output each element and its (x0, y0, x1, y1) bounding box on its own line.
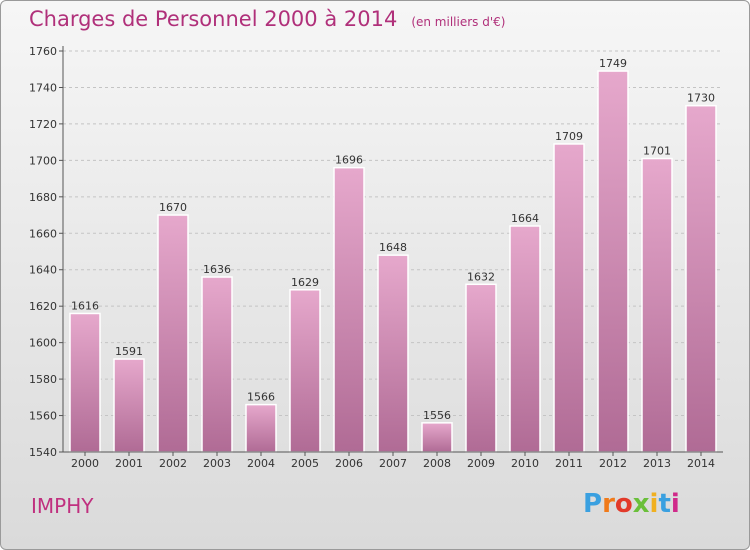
y-tick-label: 1600 (29, 337, 57, 350)
proxiti-logo: Proxiti (583, 489, 680, 519)
x-tick-label: 2008 (423, 457, 451, 470)
bar (113, 358, 145, 453)
y-tick-label: 1640 (29, 264, 57, 277)
x-tick-label: 2013 (643, 457, 671, 470)
bar (421, 422, 453, 453)
logo-letter: P (583, 489, 603, 519)
y-tick-label: 1700 (29, 154, 57, 167)
bar-value-label: 1670 (159, 201, 187, 214)
chart-title-text: Charges de Personnel 2000 à 2014 (29, 7, 398, 31)
x-tick-label: 2012 (599, 457, 627, 470)
chart-title: Charges de Personnel 2000 à 2014 (en mill… (29, 7, 505, 31)
bar-value-label: 1629 (291, 276, 319, 289)
y-tick-label: 1740 (29, 81, 57, 94)
bar (69, 312, 101, 453)
bar (245, 403, 277, 453)
y-tick-label: 1680 (29, 191, 57, 204)
bar-value-label: 1566 (247, 391, 275, 404)
bar (509, 225, 541, 453)
x-tick-label: 2003 (203, 457, 231, 470)
x-tick-label: 2006 (335, 457, 363, 470)
y-tick-label: 1620 (29, 300, 57, 313)
y-tick-label: 1580 (29, 373, 57, 386)
commune-name: IMPHY (31, 494, 94, 518)
bar-value-label: 1696 (335, 154, 363, 167)
bar-value-label: 1709 (555, 130, 583, 143)
x-tick-label: 2009 (467, 457, 495, 470)
x-tick-label: 2005 (291, 457, 319, 470)
bar (641, 157, 673, 453)
bar (553, 143, 585, 453)
bar-value-label: 1616 (71, 299, 99, 312)
logo-letter: i (670, 489, 680, 519)
bar-value-label: 1636 (203, 263, 231, 276)
logo-letter: r (602, 489, 615, 519)
x-tick-label: 2002 (159, 457, 187, 470)
bar-value-label: 1701 (643, 145, 671, 158)
bar (289, 289, 321, 453)
axes: 1540 1560 1580 1600 1620 1640 1660 1680 1700 1720… (29, 45, 723, 470)
x-tick-label: 2011 (555, 457, 583, 470)
y-tick-label: 1560 (29, 410, 57, 423)
bar (597, 70, 629, 453)
bar-value-label: 1556 (423, 409, 451, 422)
x-tick-label: 2007 (379, 457, 407, 470)
x-tick-label: 2000 (71, 457, 99, 470)
bar-value-label: 1749 (599, 57, 627, 70)
bar (201, 276, 233, 453)
x-tick-label: 2014 (687, 457, 715, 470)
logo-letter: x (632, 489, 650, 519)
bar-value-label: 1730 (687, 92, 715, 105)
bar (157, 214, 189, 453)
x-tick-label: 2004 (247, 457, 275, 470)
chart-subtitle: (en milliers d'€) (411, 15, 506, 29)
y-tick-label: 1760 (29, 45, 57, 58)
x-tick-label: 2010 (511, 457, 539, 470)
y-tick-label: 1720 (29, 118, 57, 131)
bar (333, 166, 365, 453)
bar-value-label: 1632 (467, 270, 495, 283)
bar (465, 283, 497, 453)
bar-value-label: 1664 (511, 212, 539, 225)
bar-series: 1616 1591 1670 1636 1566 1629 1696 1648 1556 1632… (69, 57, 717, 453)
bar-value-label: 1648 (379, 241, 407, 254)
y-tick-label: 1660 (29, 227, 57, 240)
bar (377, 254, 409, 453)
x-tick-label: 2001 (115, 457, 143, 470)
logo-letter: i (649, 489, 659, 519)
logo-letter: o (614, 489, 633, 519)
bar (685, 104, 717, 453)
y-tick-label: 1540 (29, 446, 57, 459)
bar-value-label: 1591 (115, 345, 143, 358)
logo-letter: t (658, 489, 671, 519)
